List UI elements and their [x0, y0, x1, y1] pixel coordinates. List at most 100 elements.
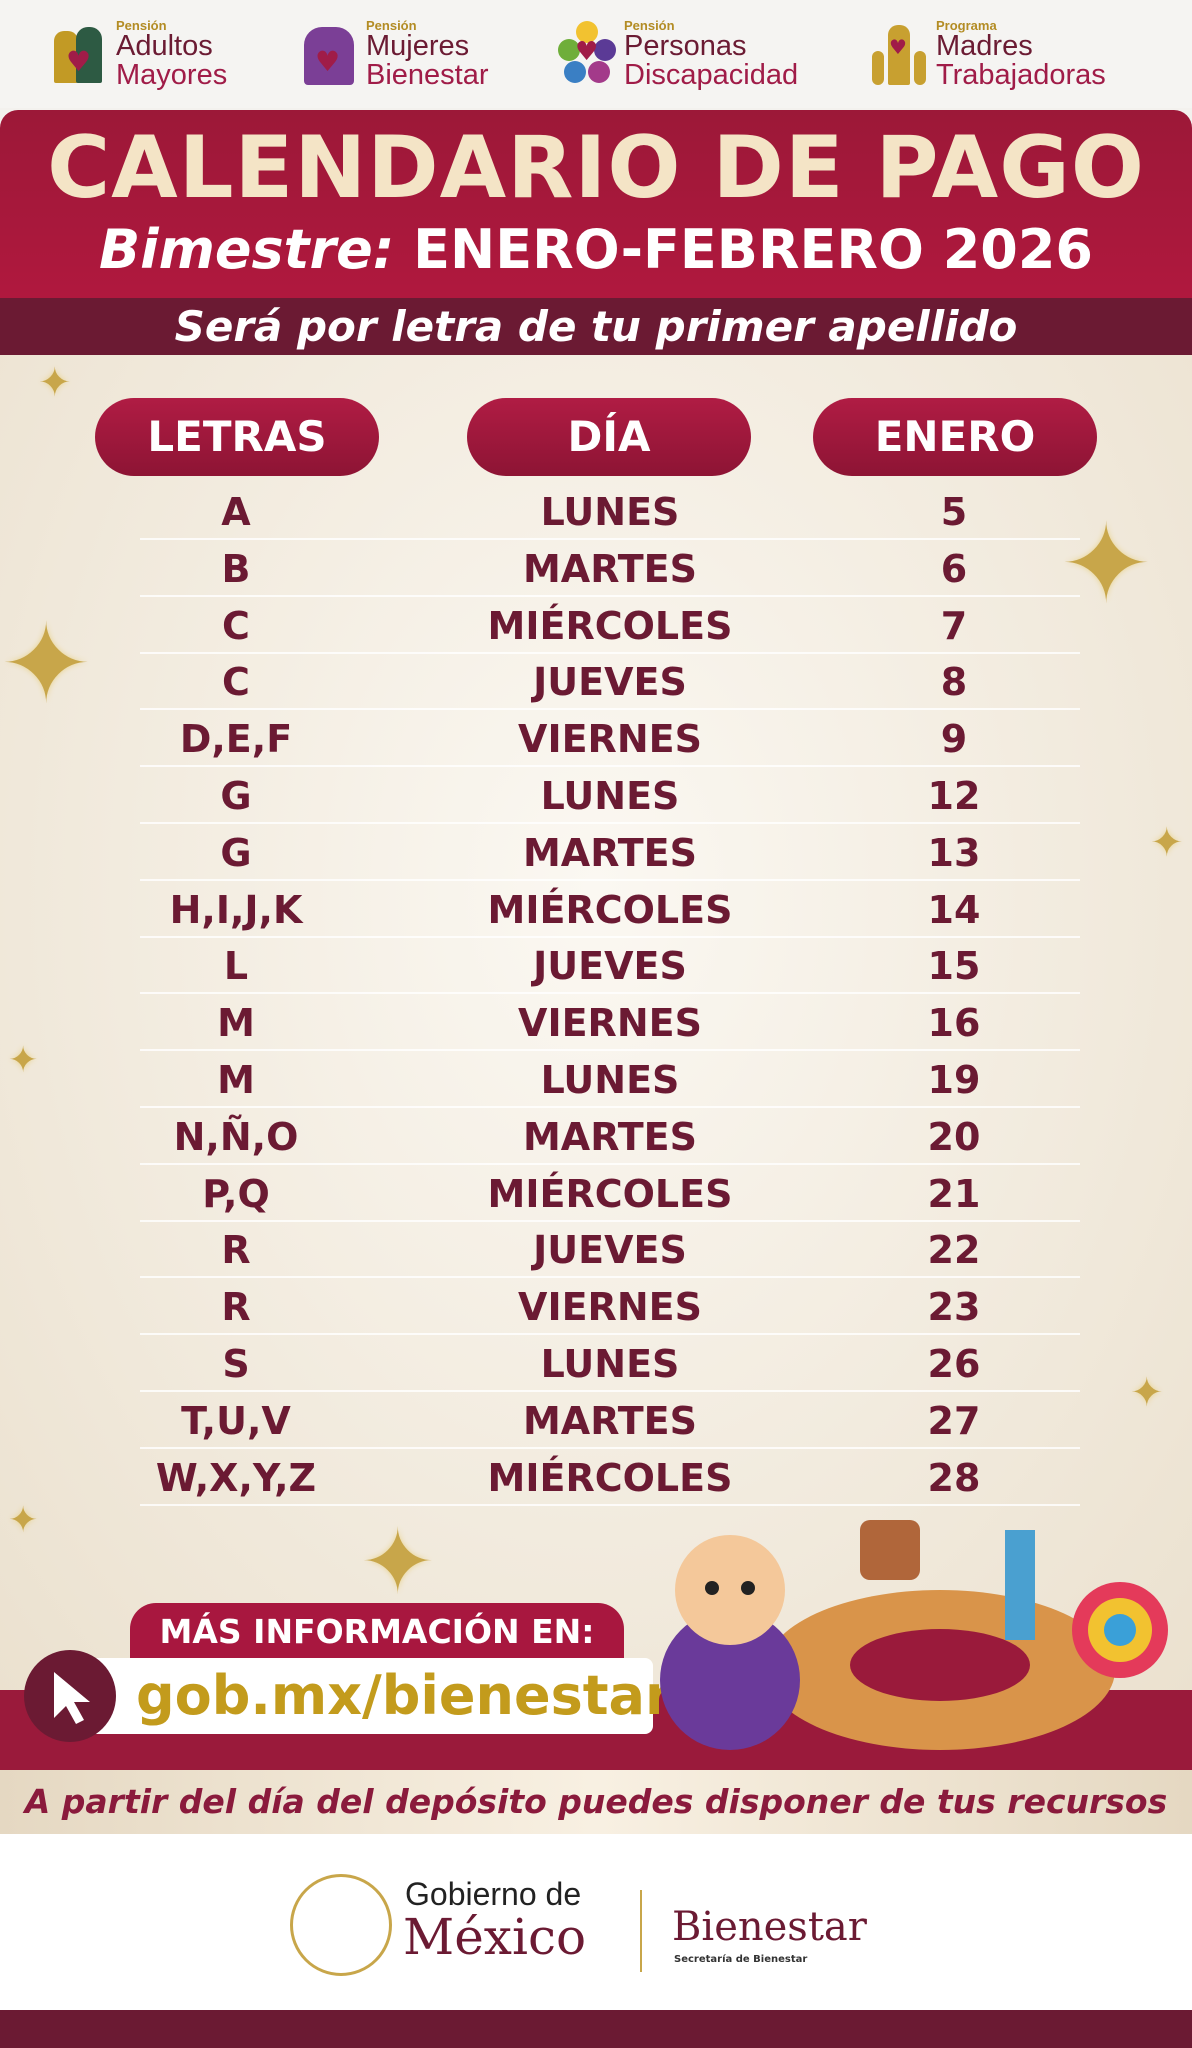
- date-cell: 9: [940, 717, 968, 762]
- table-row: A LUNES 5: [140, 484, 1080, 540]
- program-logos: ♥ Pensión Adultos Mayores ♥ Pensión Mujeres…: [0, 0, 1192, 108]
- star-icon: ✦: [8, 1040, 39, 1081]
- star-icon: ✦: [38, 360, 72, 406]
- table-row: G LUNES 12: [140, 768, 1080, 824]
- letters-cell: M: [217, 1001, 255, 1046]
- letters-cell: R: [221, 1285, 251, 1330]
- day-cell: LUNES: [540, 490, 680, 534]
- women-heart-icon: ♥: [300, 21, 358, 87]
- day-cell: MIÉRCOLES: [487, 1455, 733, 1500]
- bimestre: Bimestre: ENERO-FEBRERO 2026: [98, 218, 1094, 281]
- day-cell: MIÉRCOLES: [487, 1171, 733, 1216]
- footer: Gobierno de México Bienestar Secretaría …: [0, 1834, 1192, 2010]
- table-row: C JUEVES 8: [140, 654, 1080, 711]
- more-info-label: MÁS INFORMACIÓN EN:: [130, 1603, 624, 1661]
- date-cell: 23: [927, 1285, 981, 1330]
- date-cell: 15: [927, 944, 981, 989]
- letters-cell: D,E,F: [179, 717, 293, 762]
- star-icon: ✦: [1060, 500, 1153, 628]
- letters-cell: M: [217, 1058, 255, 1102]
- deposit-notice: A partir del día del depósito puedes dis…: [0, 1770, 1192, 1834]
- logo-personas-discapacidad: ♥ Pensión Personas Discapacidad: [558, 14, 798, 94]
- date-cell: 21: [927, 1171, 981, 1216]
- date-cell: 16: [927, 1001, 981, 1046]
- logo-mujeres-bienestar: ♥ Pensión Mujeres Bienestar: [300, 14, 489, 94]
- letters-cell: L: [223, 944, 249, 989]
- table-row: R JUEVES 22: [140, 1222, 1080, 1279]
- logo-madres-trabajadoras: ♥ Programa Madres Trabajadoras: [870, 14, 1106, 94]
- table-row: W,X,Y,Z MIÉRCOLES 28: [140, 1450, 1080, 1506]
- letters-cell: A: [221, 490, 251, 534]
- disability-circles-icon: ♥: [558, 21, 616, 87]
- day-cell: MARTES: [522, 1114, 698, 1159]
- letters-cell: G: [220, 830, 252, 875]
- date-cell: 13: [927, 830, 981, 875]
- letters-cell: C: [222, 603, 250, 648]
- day-cell: MARTES: [522, 1398, 698, 1443]
- star-icon: ✦: [0, 600, 93, 728]
- day-cell: LUNES: [540, 1342, 680, 1386]
- star-icon: ✦: [1150, 820, 1184, 866]
- table-row: T,U,V MARTES 27: [140, 1393, 1080, 1449]
- letters-cell: G: [220, 774, 252, 818]
- day-cell: LUNES: [540, 1058, 680, 1102]
- letters-cell: W,X,Y,Z: [155, 1455, 317, 1500]
- rosca-de-reyes-illustration: [650, 1500, 1170, 1760]
- table-row: D,E,F VIERNES 9: [140, 711, 1080, 768]
- day-cell: VIERNES: [518, 1285, 702, 1330]
- table-row: C MIÉRCOLES 7: [140, 598, 1080, 654]
- letters-cell: B: [221, 546, 251, 591]
- elderly-couple-heart-icon: ♥: [50, 21, 108, 87]
- letters-cell: H,I,J,K: [169, 887, 303, 932]
- day-cell: JUEVES: [533, 944, 687, 989]
- day-cell: JUEVES: [533, 660, 687, 705]
- cursor-icon: [24, 1650, 116, 1742]
- table-row: H,I,J,K MIÉRCOLES 14: [140, 882, 1080, 938]
- website-link[interactable]: gob.mx/bienestar: [70, 1658, 672, 1734]
- date-cell: 22: [927, 1228, 981, 1273]
- day-cell: MIÉRCOLES: [487, 887, 733, 932]
- letters-cell: C: [222, 660, 250, 705]
- date-cell: 14: [927, 887, 981, 932]
- subtitle: Será por letra de tu primer apellido: [0, 298, 1192, 355]
- table-row: M LUNES 19: [140, 1052, 1080, 1108]
- date-cell: 28: [927, 1455, 981, 1500]
- date-cell: 27: [927, 1398, 981, 1443]
- bottom-bar: [0, 2010, 1192, 2048]
- header-letras: LETRAS: [95, 398, 379, 476]
- letters-cell: S: [222, 1342, 250, 1386]
- letters-cell: T,U,V: [181, 1398, 291, 1443]
- date-cell: 8: [940, 660, 968, 705]
- table-row: N,Ñ,O MARTES 20: [140, 1109, 1080, 1165]
- date-cell: 20: [927, 1114, 981, 1159]
- day-cell: VIERNES: [518, 717, 702, 762]
- date-cell: 6: [940, 546, 968, 591]
- header-enero: ENERO: [813, 398, 1097, 476]
- letters-cell: P,Q: [202, 1171, 270, 1216]
- header-dia: DÍA: [467, 398, 751, 476]
- day-cell: JUEVES: [533, 1228, 687, 1273]
- day-cell: MARTES: [522, 830, 698, 875]
- table-row: R VIERNES 23: [140, 1279, 1080, 1336]
- national-seal-icon: [290, 1874, 392, 1976]
- divider: [640, 1890, 642, 1972]
- day-cell: MIÉRCOLES: [487, 603, 733, 648]
- table-row: M VIERNES 16: [140, 995, 1080, 1052]
- header-banner: CALENDARIO DE PAGO Bimestre: ENERO-FEBRE…: [0, 110, 1192, 298]
- table-row: P,Q MIÉRCOLES 21: [140, 1166, 1080, 1222]
- logo-adultos-mayores: ♥ Pensión Adultos Mayores: [50, 14, 227, 94]
- letters-cell: R: [221, 1228, 251, 1273]
- letters-cell: N,Ñ,O: [173, 1114, 299, 1159]
- date-cell: 5: [940, 490, 968, 534]
- page-title: CALENDARIO DE PAGO: [47, 118, 1145, 218]
- date-cell: 26: [927, 1342, 981, 1386]
- star-icon: ✦: [1130, 1370, 1164, 1416]
- table-row: L JUEVES 15: [140, 938, 1080, 995]
- table-row: G MARTES 13: [140, 825, 1080, 881]
- date-cell: 7: [940, 603, 968, 648]
- star-icon: ✦: [360, 1510, 436, 1615]
- star-icon: ✦: [8, 1500, 39, 1541]
- table-row: B MARTES 6: [140, 541, 1080, 597]
- date-cell: 19: [927, 1058, 981, 1102]
- mother-children-icon: ♥: [870, 21, 928, 87]
